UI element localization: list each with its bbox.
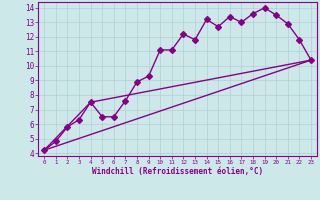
X-axis label: Windchill (Refroidissement éolien,°C): Windchill (Refroidissement éolien,°C) (92, 167, 263, 176)
